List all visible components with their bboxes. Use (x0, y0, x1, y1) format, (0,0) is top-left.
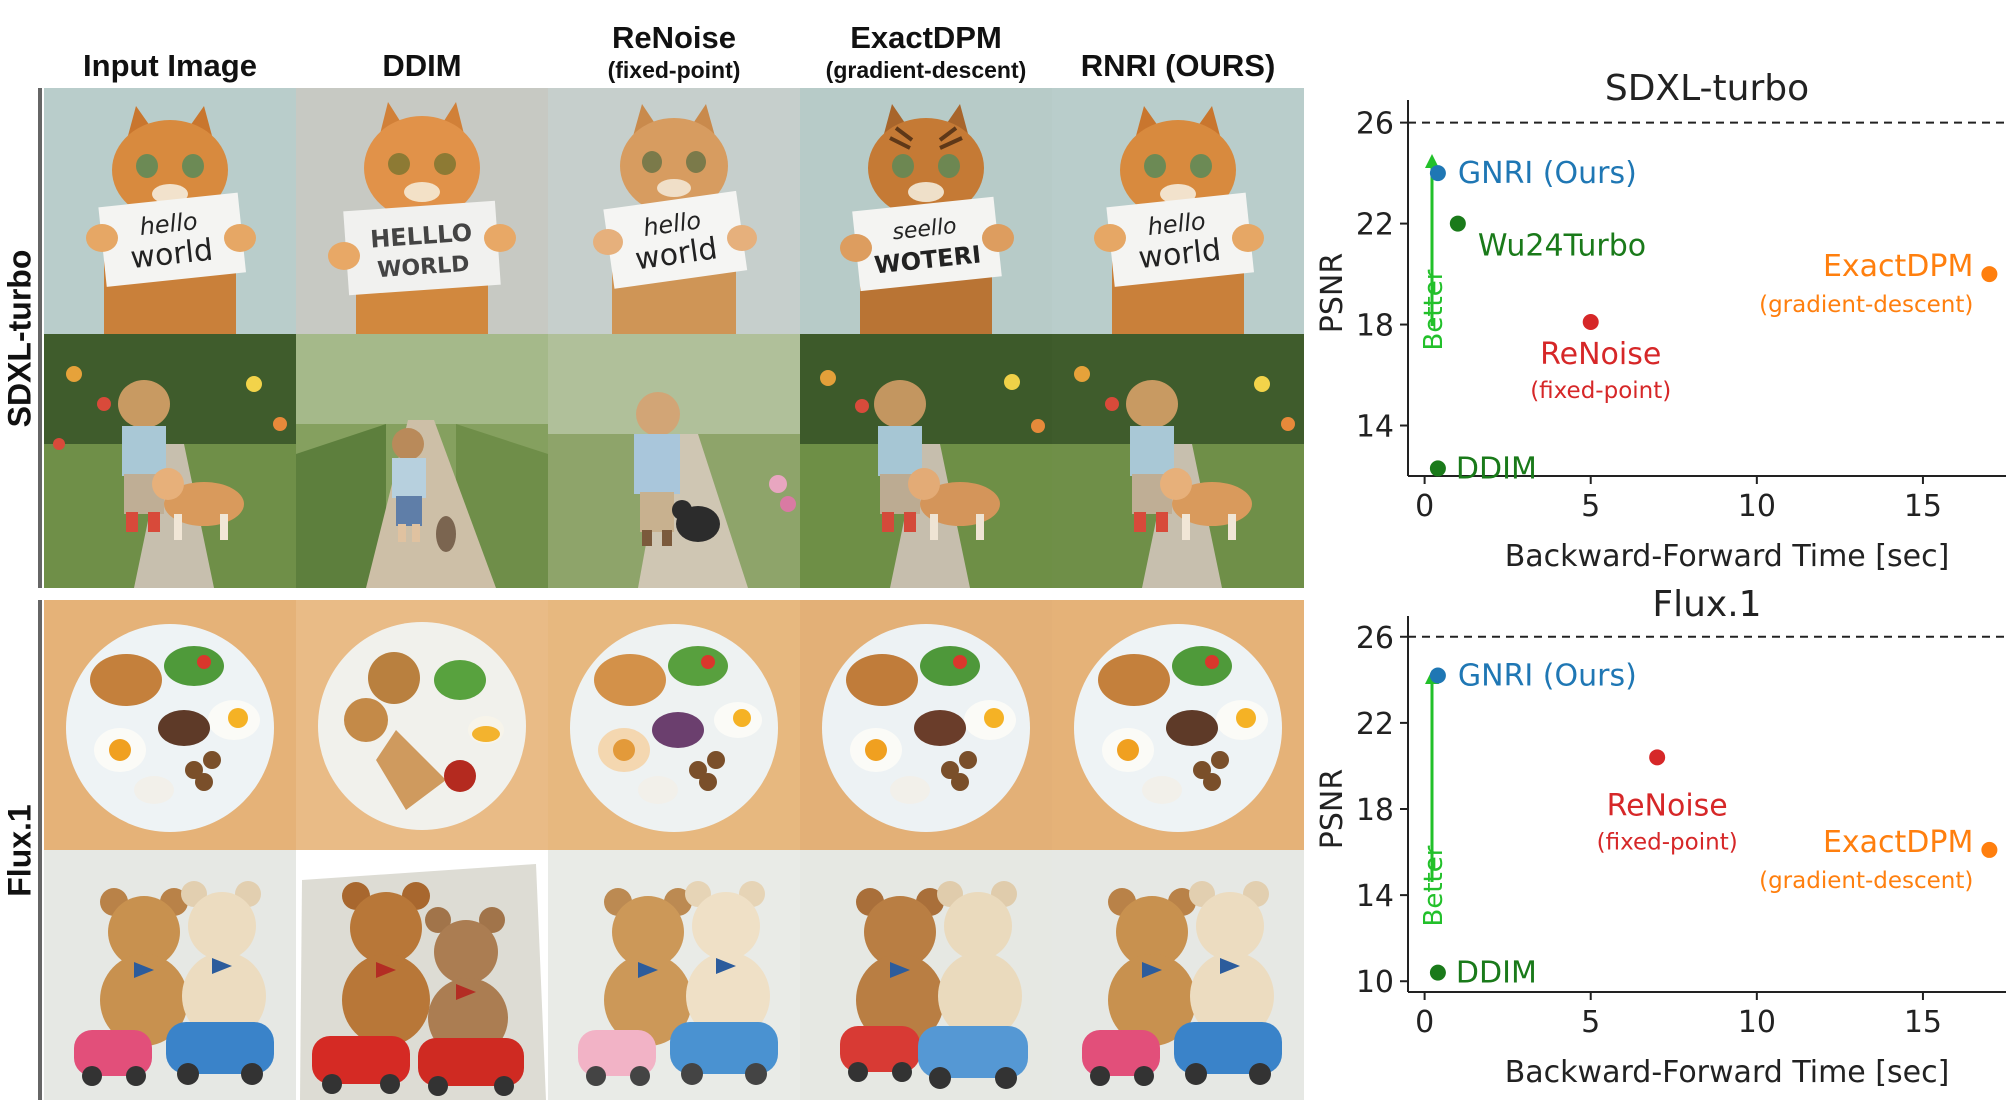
col-header-renoise: ReNoise (fixed-point) (548, 0, 800, 84)
x-tick-label: 15 (1904, 1005, 1942, 1040)
x-tick-label: 15 (1904, 489, 1942, 524)
point-renoise (1582, 314, 1599, 331)
image-plate-input (44, 600, 296, 850)
x-tick-label: 5 (1581, 1005, 1600, 1040)
sign-text-line2: world (129, 233, 215, 276)
y-tick-label: 26 (1356, 621, 1394, 656)
point-label-wu24turbo: Wu24Turbo (1478, 229, 1646, 264)
col-header-title: ExactDPM (850, 20, 1002, 55)
chart-title: SDXL-turbo (1605, 70, 1809, 109)
sign-text-line1: hello (138, 207, 199, 241)
point-gnri-ours (1429, 667, 1446, 684)
col-header-title: Input Image (83, 48, 257, 83)
group-label-text: Flux.1 (1, 803, 38, 897)
group-label-flux: Flux.1 (0, 600, 40, 1100)
sign-text-line2: world (1137, 233, 1223, 276)
image-teddy-ddim (296, 850, 548, 1100)
point-label-renoise: ReNoise (1607, 788, 1728, 823)
col-header-exactdpm: ExactDPM (gradient-descent) (800, 0, 1052, 84)
point-label-gnri-ours: GNRI (Ours) (1458, 156, 1637, 191)
x-tick-label: 0 (1415, 489, 1434, 524)
col-header-title: DDIM (382, 48, 462, 83)
image-cat-exactdpm: seello WOTERI (800, 88, 1052, 334)
y-tick-label: 22 (1356, 208, 1394, 243)
image-teddy-exactdpm (800, 850, 1052, 1100)
point-sublabel-renoise: (fixed-point) (1530, 378, 1671, 404)
x-tick-label: 10 (1738, 489, 1776, 524)
image-plate-ddim (296, 600, 548, 850)
image-plate-rnri (1052, 600, 1304, 850)
col-header-subtitle: (gradient-descent) (825, 57, 1027, 83)
point-label-exactdpm: ExactDPM (1823, 825, 1973, 860)
point-ddim (1429, 964, 1446, 981)
point-exactdpm (1981, 266, 1998, 283)
image-garden-exactdpm (800, 334, 1052, 588)
image-plate-exactdpm (800, 600, 1052, 850)
point-gnri-ours (1429, 165, 1446, 182)
point-wu24turbo (1449, 215, 1466, 232)
x-tick-label: 10 (1738, 1005, 1776, 1040)
point-sublabel-exactdpm: (gradient-descent) (1759, 292, 1973, 318)
group-bracket-flux (38, 600, 42, 1100)
better-arrow-head (1425, 154, 1439, 168)
better-label: Better (1419, 269, 1449, 350)
col-header-rnri: RNRI (OURS) (1052, 0, 1304, 84)
point-sublabel-renoise: (fixed-point) (1597, 829, 1738, 855)
y-axis-label: PSNR (1315, 769, 1350, 849)
image-cat-ddim: HELLLO WORLD (296, 88, 548, 334)
point-sublabel-exactdpm: (gradient-descent) (1759, 868, 1973, 894)
image-teddy-input (44, 850, 296, 1100)
image-garden-ddim (296, 334, 548, 588)
group-label-sdxl: SDXL-turbo (0, 88, 40, 588)
sign-text-line1: hello (1146, 207, 1207, 241)
y-tick-label: 14 (1356, 410, 1394, 445)
y-tick-label: 10 (1356, 965, 1394, 1000)
col-header-title: ReNoise (611, 20, 737, 55)
image-plate-renoise (548, 600, 800, 850)
y-tick-label: 22 (1356, 707, 1394, 742)
chart-sdxl-turbo-svg: SDXL-turbo 14 18 22 26 0 5 10 15 Backward-Forward… (1315, 70, 2006, 574)
col-header-title: RNRI (OURS) (1080, 48, 1276, 83)
y-tick-label: 14 (1356, 879, 1394, 914)
x-tick-label: 5 (1581, 489, 1600, 524)
point-label-gnri-ours: GNRI (Ours) (1458, 659, 1637, 694)
col-header-subtitle: (fixed-point) (607, 57, 741, 83)
point-label-renoise: ReNoise (1540, 337, 1661, 372)
y-tick-label: 26 (1356, 107, 1394, 142)
image-garden-renoise (548, 334, 800, 588)
better-label: Better (1419, 845, 1449, 926)
chart-title: Flux.1 (1652, 586, 1761, 625)
point-label-ddim: DDIM (1456, 451, 1537, 486)
group-bracket-sdxl (38, 88, 42, 588)
image-garden-rnri (1052, 334, 1304, 588)
image-teddy-renoise (548, 850, 800, 1100)
group-label-text: SDXL-turbo (1, 249, 38, 427)
image-cat-rnri: hello world (1052, 88, 1304, 334)
image-teddy-rnri (1052, 850, 1304, 1100)
x-tick-label: 0 (1415, 1005, 1434, 1040)
chart-flux: Flux.1 10 14 18 22 26 0 5 10 15 Backward-Forward T… (1300, 586, 2012, 1104)
chart-flux-svg: Flux.1 10 14 18 22 26 0 5 10 15 Backward-Forward T… (1315, 586, 2006, 1090)
point-renoise (1649, 749, 1666, 766)
y-tick-label: 18 (1356, 793, 1394, 828)
y-tick-label: 18 (1356, 309, 1394, 344)
image-garden-input (44, 334, 296, 588)
y-axis-label: PSNR (1315, 253, 1350, 333)
x-axis-label: Backward-Forward Time [sec] (1505, 539, 1950, 574)
x-axis-label: Backward-Forward Time [sec] (1505, 1055, 1950, 1090)
col-header-ddim: DDIM (296, 0, 548, 84)
point-label-ddim: DDIM (1456, 956, 1537, 991)
image-cat-input: hello world (44, 88, 296, 334)
point-label-exactdpm: ExactDPM (1823, 249, 1973, 284)
image-cat-renoise: hello world (548, 88, 800, 334)
point-ddim (1429, 460, 1446, 477)
point-exactdpm (1981, 841, 1998, 858)
chart-sdxl-turbo: SDXL-turbo 14 18 22 26 0 5 10 15 Backward-Forward… (1300, 70, 2012, 590)
col-header-input: Input Image (44, 0, 296, 84)
